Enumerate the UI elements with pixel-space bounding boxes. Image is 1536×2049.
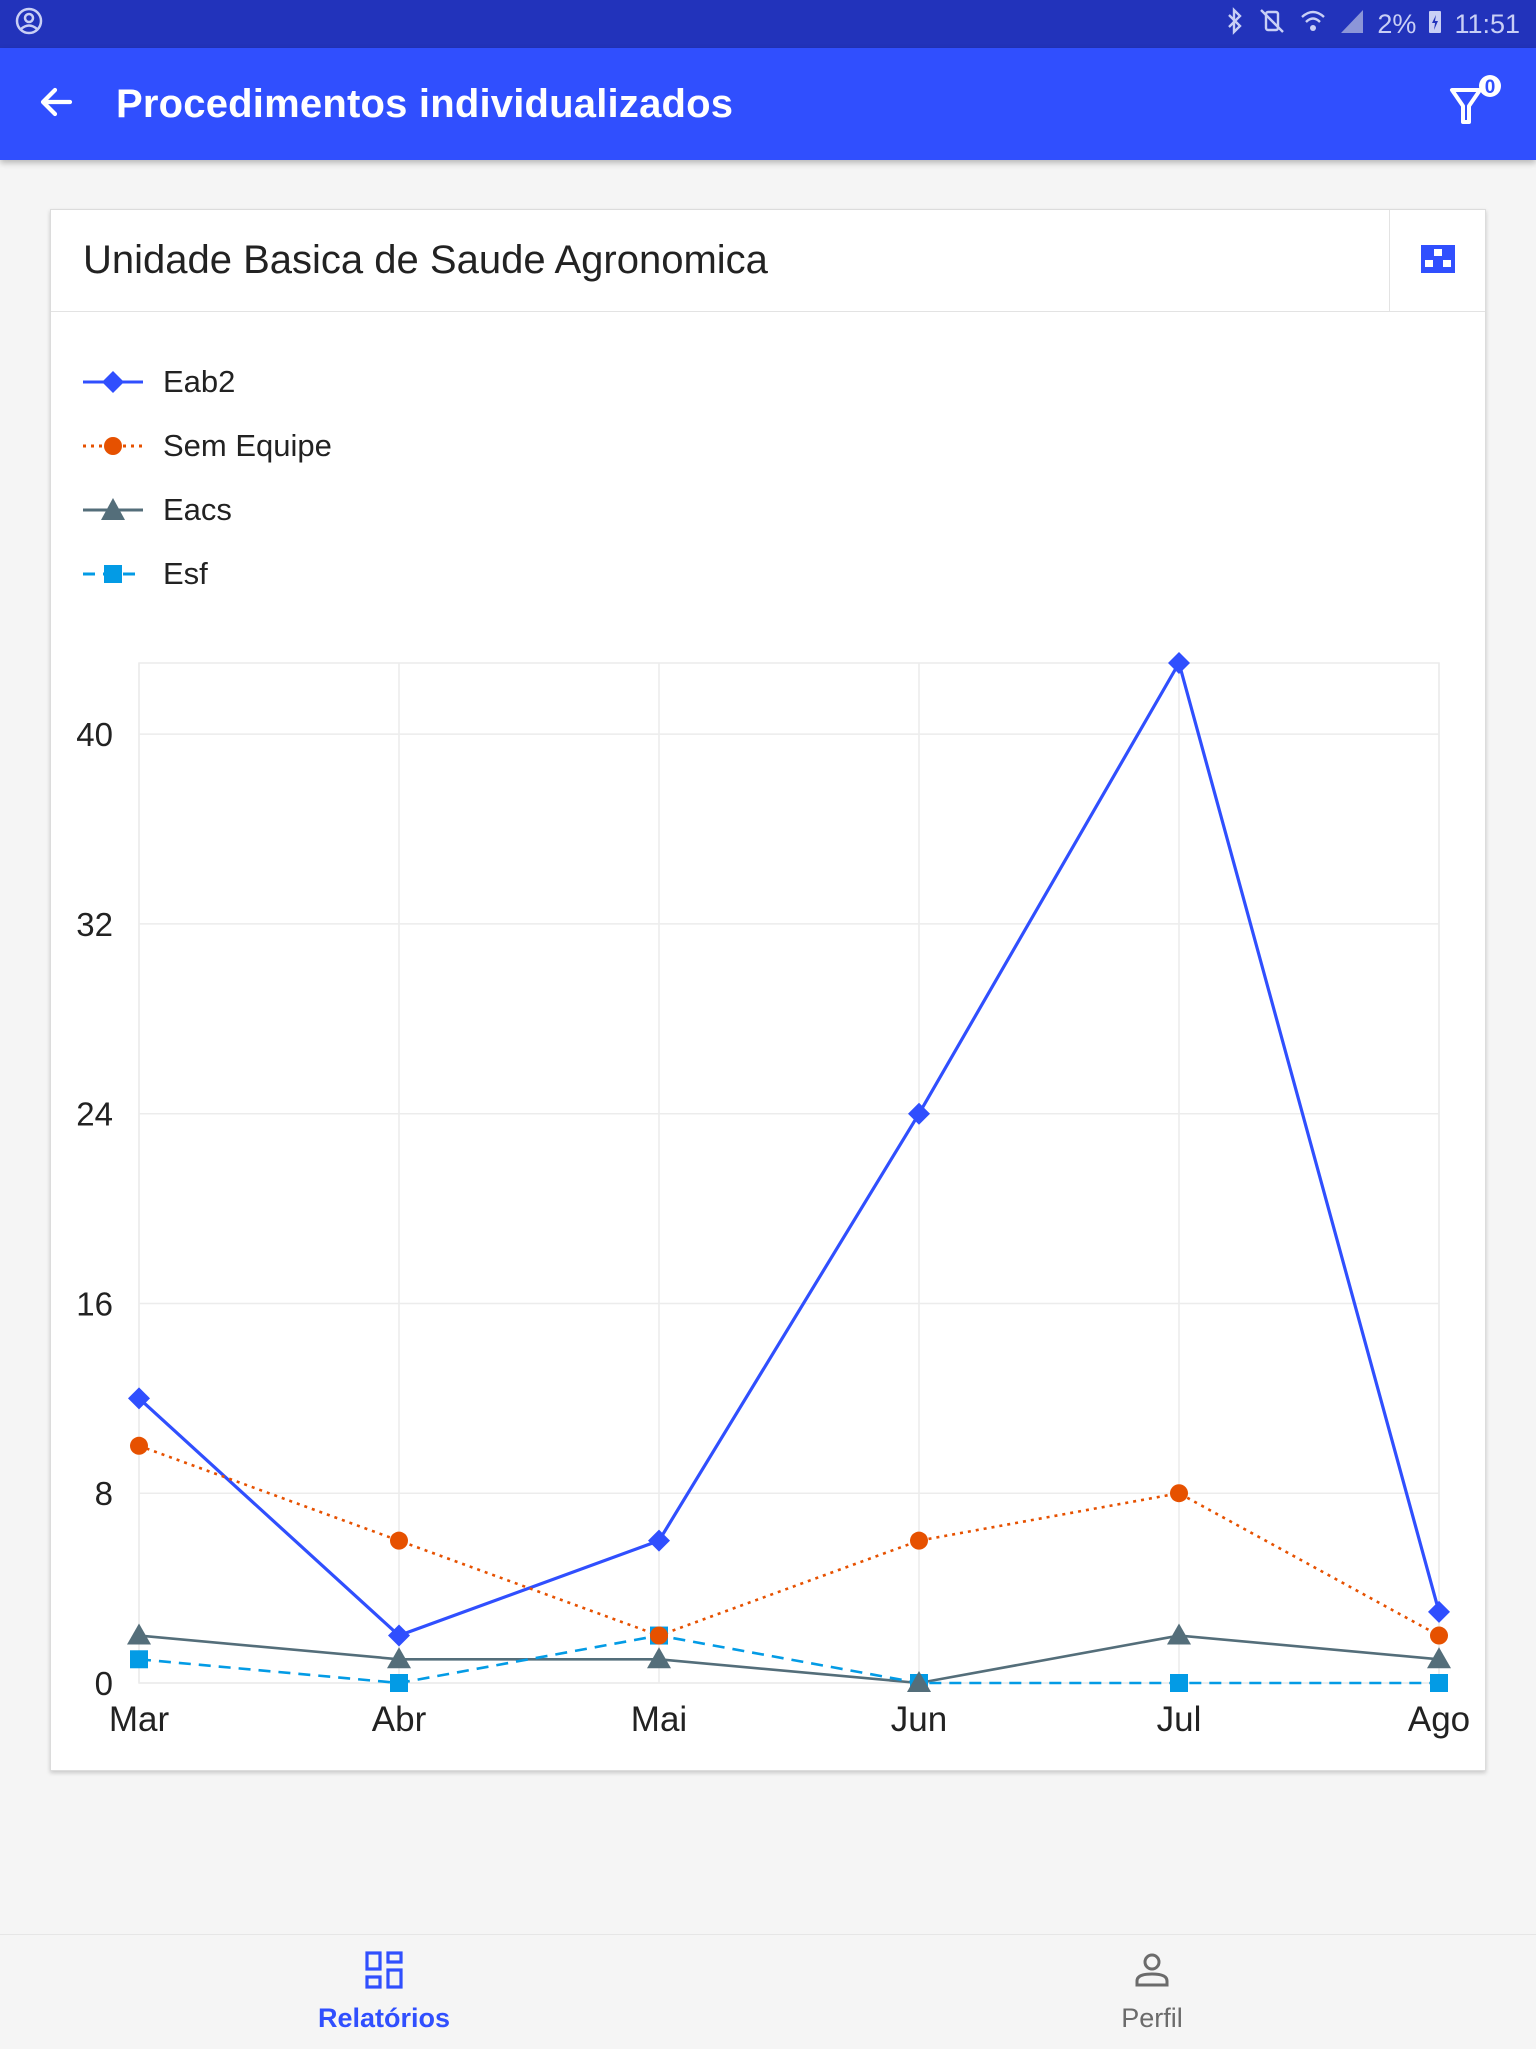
data-point-eab2 — [388, 1624, 410, 1647]
series-line-eab2 — [137, 658, 1441, 1638]
legend-swatch-sem-equipe — [83, 437, 143, 455]
bluetooth-icon — [1225, 6, 1245, 42]
legend-label-sem-equipe: Sem Equipe — [163, 428, 332, 463]
data-point-eab2 — [648, 1529, 670, 1552]
legend-swatch-eab2 — [83, 371, 143, 393]
data-point-eacs — [1427, 1647, 1451, 1669]
data-point-esf — [390, 1674, 408, 1692]
data-point-eab2 — [128, 1387, 150, 1410]
chart-legend: Eab2 Sem Equipe Eacs Esf — [81, 350, 332, 606]
series-line-sem-equipe — [138, 1444, 1440, 1637]
y-tick-label: 16 — [76, 1285, 113, 1322]
back-button[interactable] — [28, 76, 84, 132]
nav-item-relatorios[interactable]: Relatórios — [0, 1935, 768, 2049]
legend-label-eacs: Eacs — [163, 492, 232, 527]
legend-item-eab2[interactable]: Eab2 — [81, 350, 332, 414]
filter-count-badge: 0 — [1485, 77, 1496, 98]
legend-item-esf[interactable]: Esf — [81, 542, 332, 606]
clock: 11:51 — [1454, 8, 1520, 39]
chart-card: Unidade Basica de Saude Agronomica Eab2 — [50, 209, 1486, 1771]
chart-options-button[interactable] — [1389, 210, 1485, 312]
legend-swatch-eacs — [83, 498, 143, 520]
bottom-navigation: Relatórios Perfil — [0, 1934, 1536, 2048]
card-title: Unidade Basica de Saude Agronomica — [83, 238, 768, 282]
battery-charging-icon — [1428, 7, 1442, 42]
dashboard-icon — [364, 1950, 404, 1995]
legend-item-eacs[interactable]: Eacs — [81, 478, 332, 542]
app-bar: Procedimentos individualizados 0 — [0, 48, 1536, 160]
person-icon — [1132, 1950, 1172, 1995]
legend-swatch-esf — [83, 565, 143, 583]
data-point-eacs — [127, 1623, 151, 1645]
nav-label-relatorios: Relatórios — [317, 2003, 451, 2033]
card-header: Unidade Basica de Saude Agronomica — [51, 210, 1485, 312]
x-tick-label: Ago — [1408, 1700, 1470, 1739]
data-point-sem-equipe — [1430, 1626, 1448, 1645]
data-point-esf — [1170, 1674, 1188, 1692]
legend-label-eab2: Eab2 — [163, 364, 236, 399]
battery-percent: 2% — [1377, 8, 1417, 39]
y-tick-label: 40 — [76, 716, 113, 753]
x-tick-label: Mar — [109, 1700, 170, 1739]
y-tick-label: 32 — [76, 906, 113, 943]
nav-item-perfil[interactable]: Perfil — [768, 1935, 1536, 2049]
data-point-esf — [130, 1650, 148, 1669]
wifi-icon — [1299, 7, 1327, 42]
series-line-eacs — [138, 1634, 1440, 1685]
signal-icon — [1339, 7, 1365, 42]
data-point-esf — [1430, 1674, 1448, 1692]
legend-item-sem-equipe[interactable]: Sem Equipe — [81, 414, 332, 478]
x-tick-label: Abr — [372, 1700, 427, 1739]
data-point-eacs — [647, 1647, 671, 1669]
line-chart: 0 8 16 24 32 40 Mar Abr Mai Jun Jul Ago — [76, 652, 1470, 1739]
data-point-eab2 — [1428, 1600, 1450, 1623]
filter-button[interactable]: 0 — [1444, 70, 1512, 138]
data-point-eacs — [1167, 1623, 1191, 1645]
legend-label-esf: Esf — [163, 556, 208, 591]
x-tick-label: Jun — [891, 1700, 947, 1739]
arrow-back-icon — [36, 82, 76, 127]
data-point-eab2 — [1168, 652, 1190, 674]
data-point-eacs — [907, 1671, 931, 1692]
data-point-eacs — [387, 1647, 411, 1669]
data-point-sem-equipe — [1170, 1484, 1188, 1503]
page-title: Procedimentos individualizados — [116, 81, 734, 126]
grid-view-icon — [1420, 244, 1455, 278]
y-tick-label: 24 — [76, 1096, 113, 1133]
filter-icon: 0 — [1450, 75, 1501, 124]
y-tick-label: 0 — [95, 1665, 113, 1702]
y-tick-label: 8 — [95, 1475, 113, 1512]
data-point-sem-equipe — [390, 1531, 408, 1550]
account-circle-icon — [14, 6, 44, 43]
data-point-sem-equipe — [910, 1531, 928, 1550]
vibrate-mute-icon — [1257, 7, 1287, 42]
nav-label-perfil: Perfil — [1121, 2003, 1183, 2033]
x-tick-label: Mai — [631, 1700, 687, 1739]
data-point-eab2 — [908, 1102, 930, 1125]
x-tick-label: Jul — [1157, 1700, 1202, 1739]
data-point-sem-equipe — [130, 1436, 148, 1455]
data-point-sem-equipe — [650, 1626, 668, 1645]
status-bar: 2% 11:51 — [0, 0, 1536, 48]
